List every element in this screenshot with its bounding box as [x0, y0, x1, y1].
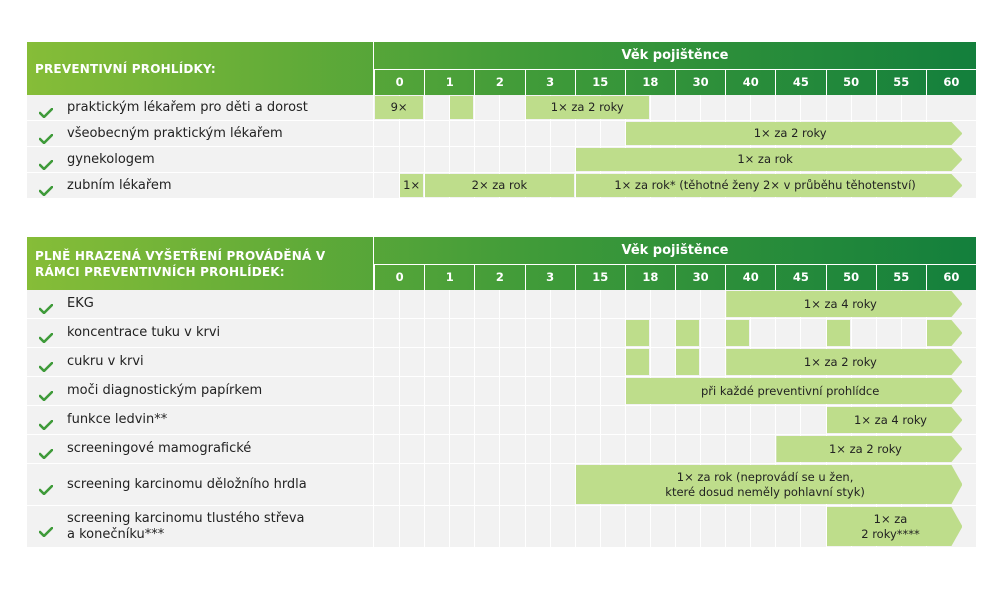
- age-column-15: 15: [574, 70, 625, 95]
- row-label: EKG: [67, 296, 94, 311]
- age-column-40: 40: [725, 265, 775, 290]
- age-column-3: 3: [524, 70, 575, 95]
- age-column-50: 50: [825, 70, 876, 95]
- age-column-60: 60: [925, 70, 976, 95]
- table-row: moči diagnostickým papírkem při každé pre…: [27, 377, 976, 406]
- age-column-18: 18: [624, 70, 675, 95]
- age-column-2: 2: [474, 70, 524, 95]
- row-label: zubním lékařem: [67, 177, 172, 193]
- frequency-bar: 1× za 2 roky: [726, 349, 962, 375]
- row-label: koncentrace tuku v krvi: [67, 325, 221, 340]
- table-header: PLNĚ HRAZENÁ VYŠETŘENÍ PROVÁDĚNÁ V RÁMCI…: [27, 237, 976, 290]
- frequency-bar: 2× za rok: [425, 174, 574, 197]
- check-icon: [38, 357, 54, 373]
- row-label: gynekologem: [67, 151, 155, 167]
- check-icon: [38, 522, 54, 537]
- frequency-bar: 1× za 2 roky: [525, 96, 649, 119]
- frequency-bar: [450, 96, 474, 119]
- frequency-bar: 1× za 4 roky: [827, 407, 963, 433]
- frequency-bar: 1× za 2 roky: [776, 436, 962, 462]
- frequency-bar: [676, 320, 700, 346]
- age-column-55: 55: [875, 70, 926, 95]
- table-row: screening karcinomu děložního hrdla 1× za…: [27, 464, 976, 506]
- age-column-45: 45: [775, 70, 825, 95]
- frequency-bar: 1× za rok (neprovádí se u žen, které dos…: [576, 465, 963, 504]
- check-icon: [38, 299, 54, 315]
- frequency-bar: při každé preventivní prohlídce: [626, 378, 963, 404]
- row-label: moči diagnostickým papírkem: [67, 383, 263, 398]
- age-column-1: 1: [424, 70, 474, 95]
- frequency-bar: [826, 320, 850, 346]
- row-label: praktickým lékařem pro děti a dorost: [67, 99, 308, 115]
- frequency-bar: 1×: [400, 174, 424, 197]
- age-column-60: 60: [925, 265, 976, 290]
- check-icon: [38, 415, 54, 431]
- table-row: screeningové mamografické 1× za 2 roky: [27, 435, 976, 464]
- table-title: PLNĚ HRAZENÁ VYŠETŘENÍ PROVÁDĚNÁ V RÁMCI…: [35, 248, 326, 279]
- age-column-55: 55: [875, 265, 926, 290]
- frequency-bar: 1× za rok* (těhotné ženy 2× v průběhu tě…: [576, 174, 963, 197]
- table-header: PREVENTIVNÍ PROHLÍDKY: Věk pojištěnce 0 1 2 3…: [27, 42, 976, 95]
- check-icon: [38, 129, 54, 144]
- frequency-bar: 1× za rok: [576, 148, 963, 171]
- row-label: screeningové mamografické: [67, 441, 252, 456]
- frequency-bar: 1× za 2 roky: [626, 122, 963, 145]
- frequency-bar: [726, 320, 750, 346]
- check-icon: [38, 155, 54, 170]
- age-column-30: 30: [675, 70, 725, 95]
- frequency-bar: 9×: [375, 96, 424, 119]
- age-column-18: 18: [624, 265, 675, 290]
- age-column-0: 0: [374, 70, 424, 95]
- age-column-2: 2: [474, 265, 524, 290]
- row-label: všeobecným praktickým lékařem: [67, 125, 283, 141]
- check-icon: [38, 181, 54, 196]
- check-icon: [38, 386, 54, 402]
- age-column-30: 30: [675, 265, 725, 290]
- table-row: koncentrace tuku v krvi: [27, 319, 976, 348]
- table-title: PREVENTIVNÍ PROHLÍDKY:: [35, 61, 216, 76]
- frequency-bar: [625, 349, 649, 375]
- table-row: cukru v krvi 1× za 2 roky: [27, 348, 976, 377]
- age-header-title: Věk pojištěnce: [621, 48, 729, 63]
- age-column-45: 45: [775, 265, 825, 290]
- age-column-3: 3: [524, 265, 575, 290]
- frequency-bar: [625, 320, 649, 346]
- table-row: EKG 1× za 4 roky: [27, 290, 976, 319]
- check-icon: [38, 103, 54, 118]
- table-row: praktickým lékařem pro děti a dorost 9× 1×…: [27, 95, 976, 121]
- age-column-0: 0: [374, 265, 424, 290]
- check-icon: [38, 328, 54, 344]
- age-header-title: Věk pojištěnce: [621, 243, 729, 258]
- frequency-bar: [676, 349, 700, 375]
- age-column-50: 50: [825, 265, 876, 290]
- frequency-bar: 1× za 2 roky****: [827, 507, 963, 546]
- row-label: funkce ledvin**: [67, 412, 168, 427]
- age-column-40: 40: [725, 70, 775, 95]
- row-label: screening karcinomu tlustého střeva a ko…: [67, 510, 305, 542]
- table-row: zubním lékařem 1× 2× za rok 1× za rok* (těh…: [27, 173, 976, 199]
- row-label: cukru v krvi: [67, 354, 144, 369]
- table-row: gynekologem 1× za rok: [27, 147, 976, 173]
- table-row: screening karcinomu tlustého střeva a ko…: [27, 506, 976, 548]
- table-row: funkce ledvin** 1× za 4 roky: [27, 406, 976, 435]
- row-label: screening karcinomu děložního hrdla: [67, 476, 307, 492]
- check-icon: [38, 480, 54, 495]
- frequency-bar: [927, 320, 963, 346]
- table-row: všeobecným praktickým lékařem 1× za 2 rok…: [27, 121, 976, 147]
- age-column-1: 1: [424, 265, 474, 290]
- age-column-15: 15: [574, 265, 625, 290]
- frequency-bar: 1× za 4 roky: [726, 291, 962, 317]
- check-icon: [38, 444, 54, 460]
